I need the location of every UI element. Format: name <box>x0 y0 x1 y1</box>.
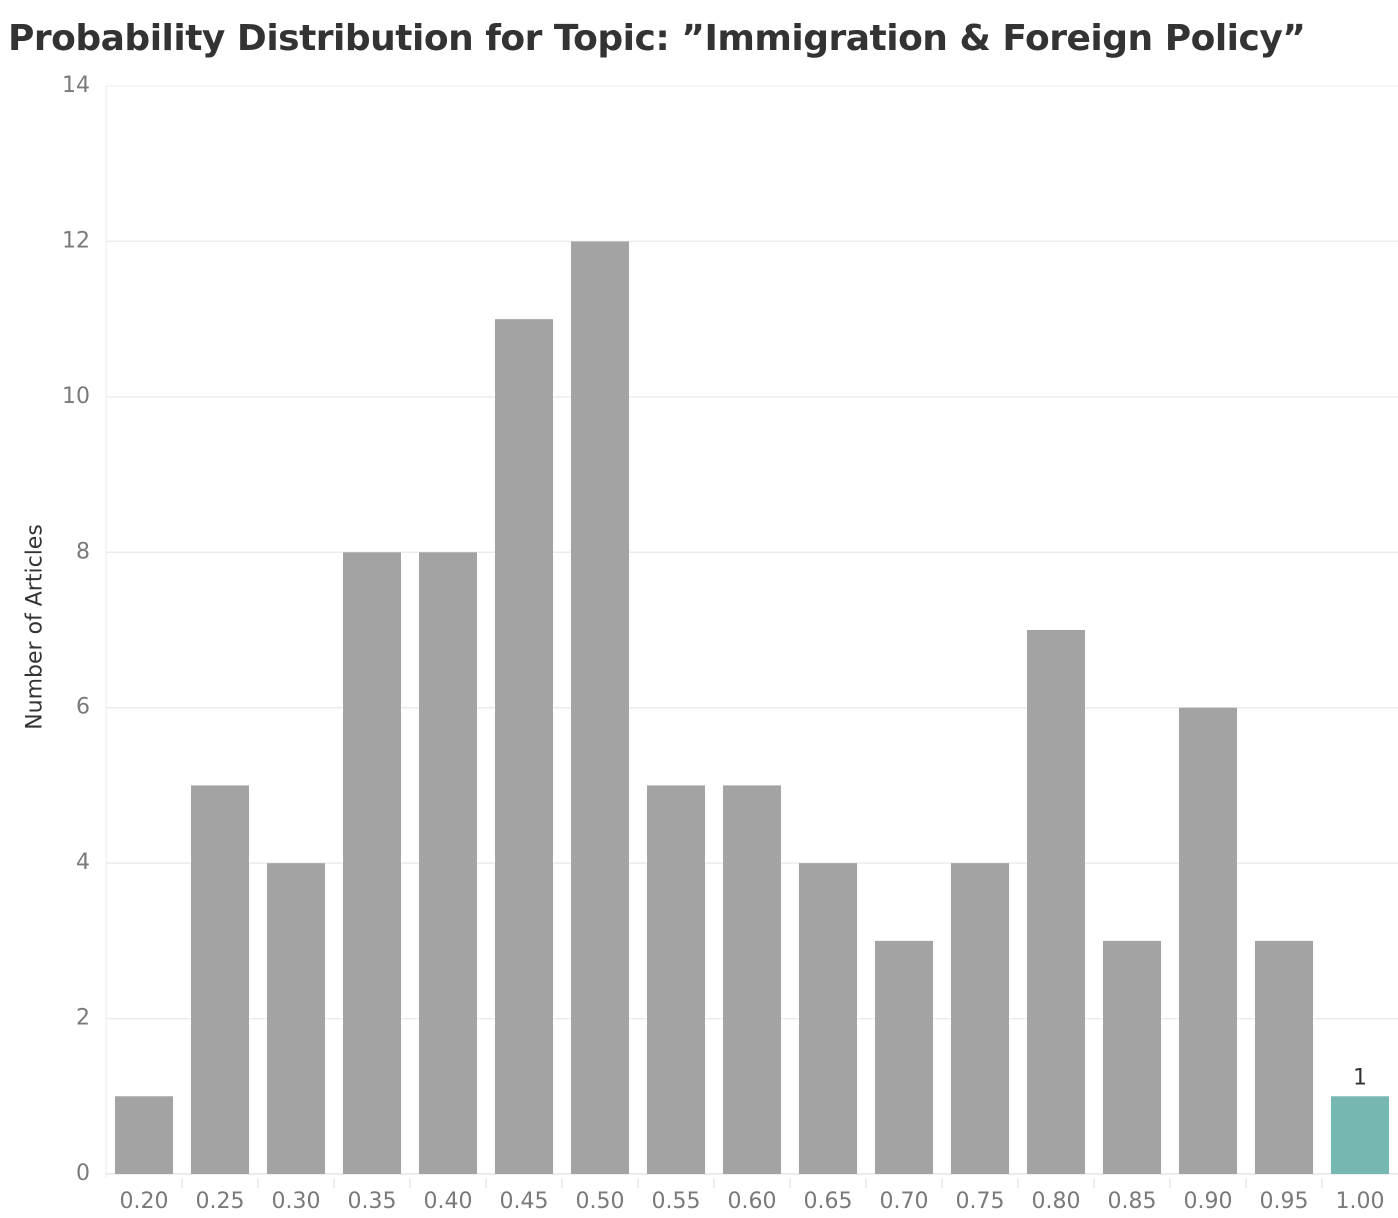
y-tick-label: 14 <box>62 73 90 98</box>
bar-0.35 <box>343 552 401 1174</box>
bar-0.25 <box>191 785 249 1174</box>
x-tick-label: 0.35 <box>348 1189 397 1214</box>
data-label: 1 <box>1353 1065 1367 1090</box>
x-tick-label: 0.60 <box>728 1189 777 1214</box>
bar-0.45 <box>495 319 553 1175</box>
bar-0.80 <box>1027 630 1085 1174</box>
x-tick-label: 0.30 <box>272 1189 321 1214</box>
bar-0.65 <box>799 863 857 1174</box>
x-tick-label: 0.90 <box>1184 1189 1233 1214</box>
chart-title: Probability Distribution for Topic: ”Imm… <box>8 18 1306 59</box>
x-tick-label: 0.65 <box>804 1189 853 1214</box>
bar-0.85 <box>1103 940 1161 1174</box>
x-tick-label: 0.25 <box>196 1189 245 1214</box>
x-tick-label: 0.20 <box>120 1189 169 1214</box>
y-tick-label: 2 <box>76 1006 90 1031</box>
bar-0.30 <box>267 863 325 1174</box>
x-tick-label: 0.75 <box>956 1189 1005 1214</box>
x-tick-label: 0.80 <box>1032 1189 1081 1214</box>
bar-0.70 <box>875 940 933 1174</box>
bar-0.50 <box>571 241 629 1174</box>
y-tick-label: 6 <box>76 695 90 720</box>
bar-0.20 <box>115 1096 173 1174</box>
y-tick-label: 8 <box>76 539 90 564</box>
x-tick-label: 0.95 <box>1260 1189 1309 1214</box>
x-tick-label: 0.55 <box>652 1189 701 1214</box>
y-tick-label: 0 <box>76 1161 90 1186</box>
bar-0.60 <box>723 785 781 1174</box>
x-tick-label: 0.85 <box>1108 1189 1157 1214</box>
bar-0.90 <box>1179 707 1237 1174</box>
bar-0.55 <box>647 785 705 1174</box>
y-tick-label: 4 <box>76 850 90 875</box>
x-tick-label: 0.70 <box>880 1189 929 1214</box>
x-tick-label: 0.45 <box>500 1189 549 1214</box>
bar-0.95 <box>1255 940 1313 1174</box>
x-tick-label: 0.50 <box>576 1189 625 1214</box>
bar-0.40 <box>419 552 477 1174</box>
x-tick-label: 0.40 <box>424 1189 473 1214</box>
y-tick-label: 12 <box>62 228 90 253</box>
x-tick-label: 1.00 <box>1336 1189 1385 1214</box>
bar-0.75 <box>951 863 1009 1174</box>
y-tick-label: 10 <box>62 384 90 409</box>
bar-1.00 <box>1331 1096 1389 1174</box>
